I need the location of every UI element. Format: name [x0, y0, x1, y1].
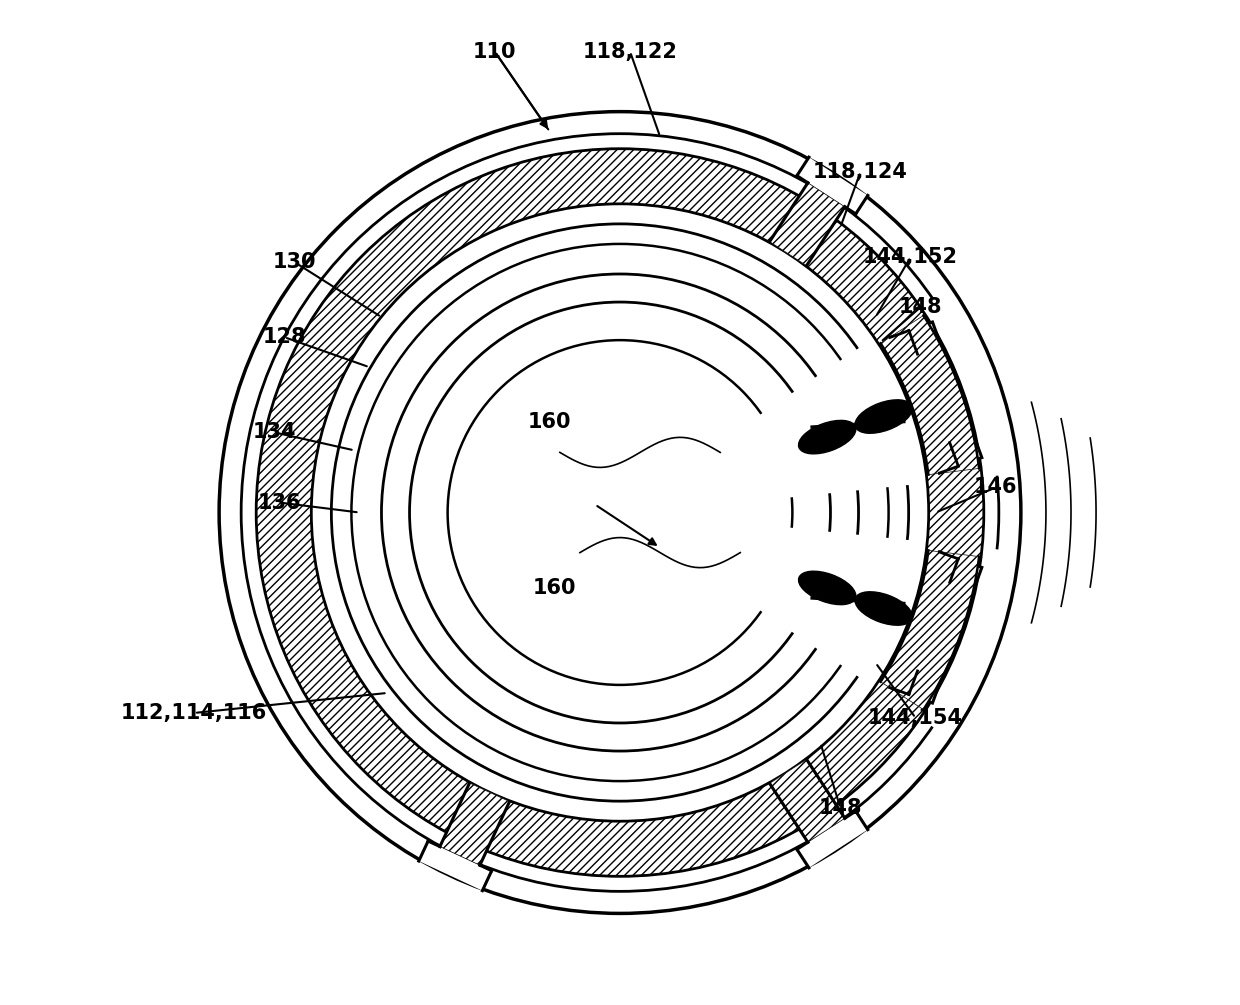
Polygon shape — [770, 760, 844, 842]
Text: 148: 148 — [899, 297, 942, 317]
Text: 136: 136 — [258, 492, 301, 513]
Text: 130: 130 — [273, 252, 316, 272]
Text: 128: 128 — [263, 328, 306, 347]
Polygon shape — [770, 183, 844, 265]
Circle shape — [219, 112, 1021, 914]
Text: 118,122: 118,122 — [583, 41, 677, 61]
Ellipse shape — [856, 400, 913, 433]
Text: 144,152: 144,152 — [863, 247, 959, 267]
Ellipse shape — [799, 571, 856, 605]
Polygon shape — [880, 316, 980, 474]
Polygon shape — [770, 183, 844, 265]
Text: 118,124: 118,124 — [813, 162, 908, 182]
Polygon shape — [770, 760, 844, 842]
Text: 110: 110 — [472, 41, 517, 61]
Polygon shape — [440, 783, 510, 865]
Ellipse shape — [856, 592, 913, 625]
Text: 134: 134 — [253, 422, 296, 442]
Text: 146: 146 — [975, 477, 1018, 497]
Text: 112,114,116: 112,114,116 — [122, 702, 267, 723]
Polygon shape — [880, 551, 980, 710]
Polygon shape — [890, 552, 982, 703]
Polygon shape — [880, 316, 980, 474]
Text: 148: 148 — [818, 798, 862, 818]
Text: 160: 160 — [533, 578, 577, 598]
Ellipse shape — [799, 420, 856, 454]
Polygon shape — [797, 157, 868, 214]
Polygon shape — [419, 841, 492, 890]
Text: 144,154: 144,154 — [868, 708, 963, 728]
Polygon shape — [440, 783, 510, 865]
Polygon shape — [880, 551, 980, 710]
Text: 160: 160 — [528, 412, 572, 432]
Polygon shape — [797, 811, 868, 868]
Polygon shape — [890, 322, 982, 473]
